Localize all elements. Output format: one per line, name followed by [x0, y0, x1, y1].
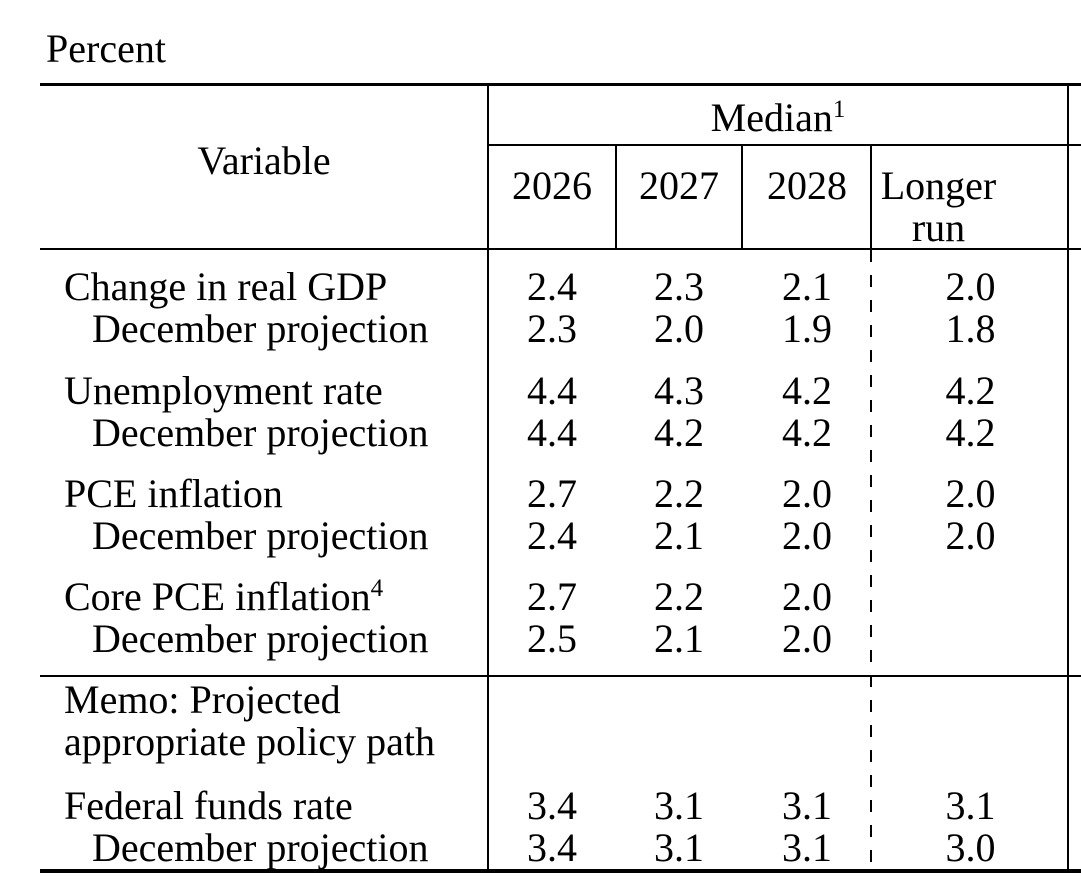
core-pce-footnote-superscript: 4: [370, 575, 384, 602]
cell-2028: 2.0: [782, 616, 832, 661]
row-label: December projection: [92, 616, 429, 661]
cell-2027: 2.2: [654, 574, 704, 619]
rule-variable-divider: [487, 83, 489, 873]
row-label: Federal funds rate: [64, 783, 353, 828]
cell-2028: 3.1: [782, 783, 832, 828]
cell-longer-run: 3.0: [945, 825, 996, 870]
row-label: December projection: [92, 306, 429, 351]
cell-2026: 2.4: [527, 264, 577, 309]
table-row-december-projection: December projection 2.3 2.0 1.9 1.8: [40, 308, 1081, 350]
cell-longer-run: 2.0: [945, 264, 996, 309]
cell-2028: 1.9: [782, 306, 832, 351]
rule-table-right-edge: [1067, 83, 1069, 873]
cell-2026: 3.4: [527, 825, 577, 870]
row-label: PCE inflation: [64, 471, 283, 516]
cell-2028: 4.2: [782, 368, 832, 413]
cell-2026: 4.4: [527, 368, 577, 413]
row-label: December projection: [92, 410, 429, 455]
cell-2026: 2.5: [527, 616, 577, 661]
longer-run-line2: run: [911, 205, 966, 250]
table-row-core-pce-inflation: Core PCE inflation4 2.7 2.2 2.0: [40, 576, 1081, 618]
rule-under-median: [489, 144, 1081, 146]
memo-label: Memo: Projected appropriate policy path: [64, 679, 435, 763]
cell-2028: 2.0: [782, 574, 832, 619]
table-row-change-in-real-gdp: Change in real GDP 2.4 2.3 2.1 2.0: [40, 266, 1081, 308]
cell-2027: 2.0: [654, 306, 704, 351]
column-header-2027: 2027: [639, 163, 719, 208]
table-row-unemployment-rate: Unemployment rate 4.4 4.3 4.2 4.2: [40, 370, 1081, 412]
cell-2028: 2.1: [782, 264, 832, 309]
cell-2028: 4.2: [782, 410, 832, 455]
rule-above-memo: [40, 675, 1081, 677]
rule-under-header: [40, 248, 1081, 250]
row-label: Change in real GDP: [64, 264, 388, 309]
row-label: December projection: [92, 513, 429, 558]
column-header-2026: 2026: [512, 163, 592, 208]
table-row-pce-inflation: PCE inflation 2.7 2.2 2.0 2.0: [40, 473, 1081, 515]
cell-2027: 4.3: [654, 368, 704, 413]
column-header-2028: 2028: [767, 163, 847, 208]
table-row-december-projection: December projection 2.5 2.1 2.0: [40, 618, 1081, 660]
cell-2028: 3.1: [782, 825, 832, 870]
cell-2026: 4.4: [527, 410, 577, 455]
rule-2028-longer-run-divider: [870, 144, 872, 250]
cell-2026: 2.7: [527, 574, 577, 619]
rule-2026-2027-divider: [615, 144, 617, 250]
median-label: Median: [710, 95, 833, 140]
cell-2027: 2.1: [654, 513, 704, 558]
cell-longer-run: 4.2: [945, 410, 996, 455]
cell-2026: 2.3: [527, 306, 577, 351]
cell-longer-run: 4.2: [945, 368, 996, 413]
median-footnote-superscript: 1: [832, 96, 846, 123]
cell-2028: 2.0: [782, 513, 832, 558]
table-row-december-projection: December projection 4.4 4.2 4.2 4.2: [40, 412, 1081, 454]
cell-2027: 3.1: [654, 825, 704, 870]
memo-line2: appropriate policy path: [64, 719, 435, 764]
table-row-december-projection: December projection 2.4 2.1 2.0 2.0: [40, 515, 1081, 557]
cell-2027: 3.1: [654, 783, 704, 828]
cell-2026: 3.4: [527, 783, 577, 828]
row-label: December projection: [92, 825, 429, 870]
memo-line1: Memo: Projected: [64, 677, 341, 722]
column-group-header-median: Median1: [488, 97, 1068, 139]
cell-2027: 2.3: [654, 264, 704, 309]
year-header-row: 2026 2027 2028: [40, 165, 1081, 207]
table-row-federal-funds-rate: Federal funds rate 3.4 3.1 3.1 3.1: [40, 785, 1081, 827]
rule-2027-2028-divider: [741, 144, 743, 250]
row-label-text: Core PCE inflation: [64, 574, 371, 619]
cell-longer-run: 1.8: [945, 306, 996, 351]
unit-label: Percent: [46, 26, 166, 71]
cell-2027: 4.2: [654, 410, 704, 455]
cell-longer-run: 2.0: [945, 513, 996, 558]
cell-2027: 2.2: [654, 471, 704, 516]
longer-run-line1: Longer: [880, 163, 997, 208]
cell-2026: 2.7: [527, 471, 577, 516]
cell-2026: 2.4: [527, 513, 577, 558]
dashed-longer-run-divider: [870, 250, 872, 869]
row-label: Unemployment rate: [64, 368, 383, 413]
column-header-longer-run: Longer run: [872, 165, 1005, 249]
cell-longer-run: 3.1: [945, 783, 996, 828]
cell-2027: 2.1: [654, 616, 704, 661]
table-row-december-projection: December projection 3.4 3.1 3.1 3.0: [40, 827, 1081, 869]
rule-table-top: [40, 83, 1081, 86]
cell-2028: 2.0: [782, 471, 832, 516]
row-label: Core PCE inflation4: [64, 576, 383, 618]
column-header-variable: Variable: [197, 138, 331, 183]
rule-table-bottom: [40, 869, 1081, 873]
cell-longer-run: 2.0: [945, 471, 996, 516]
